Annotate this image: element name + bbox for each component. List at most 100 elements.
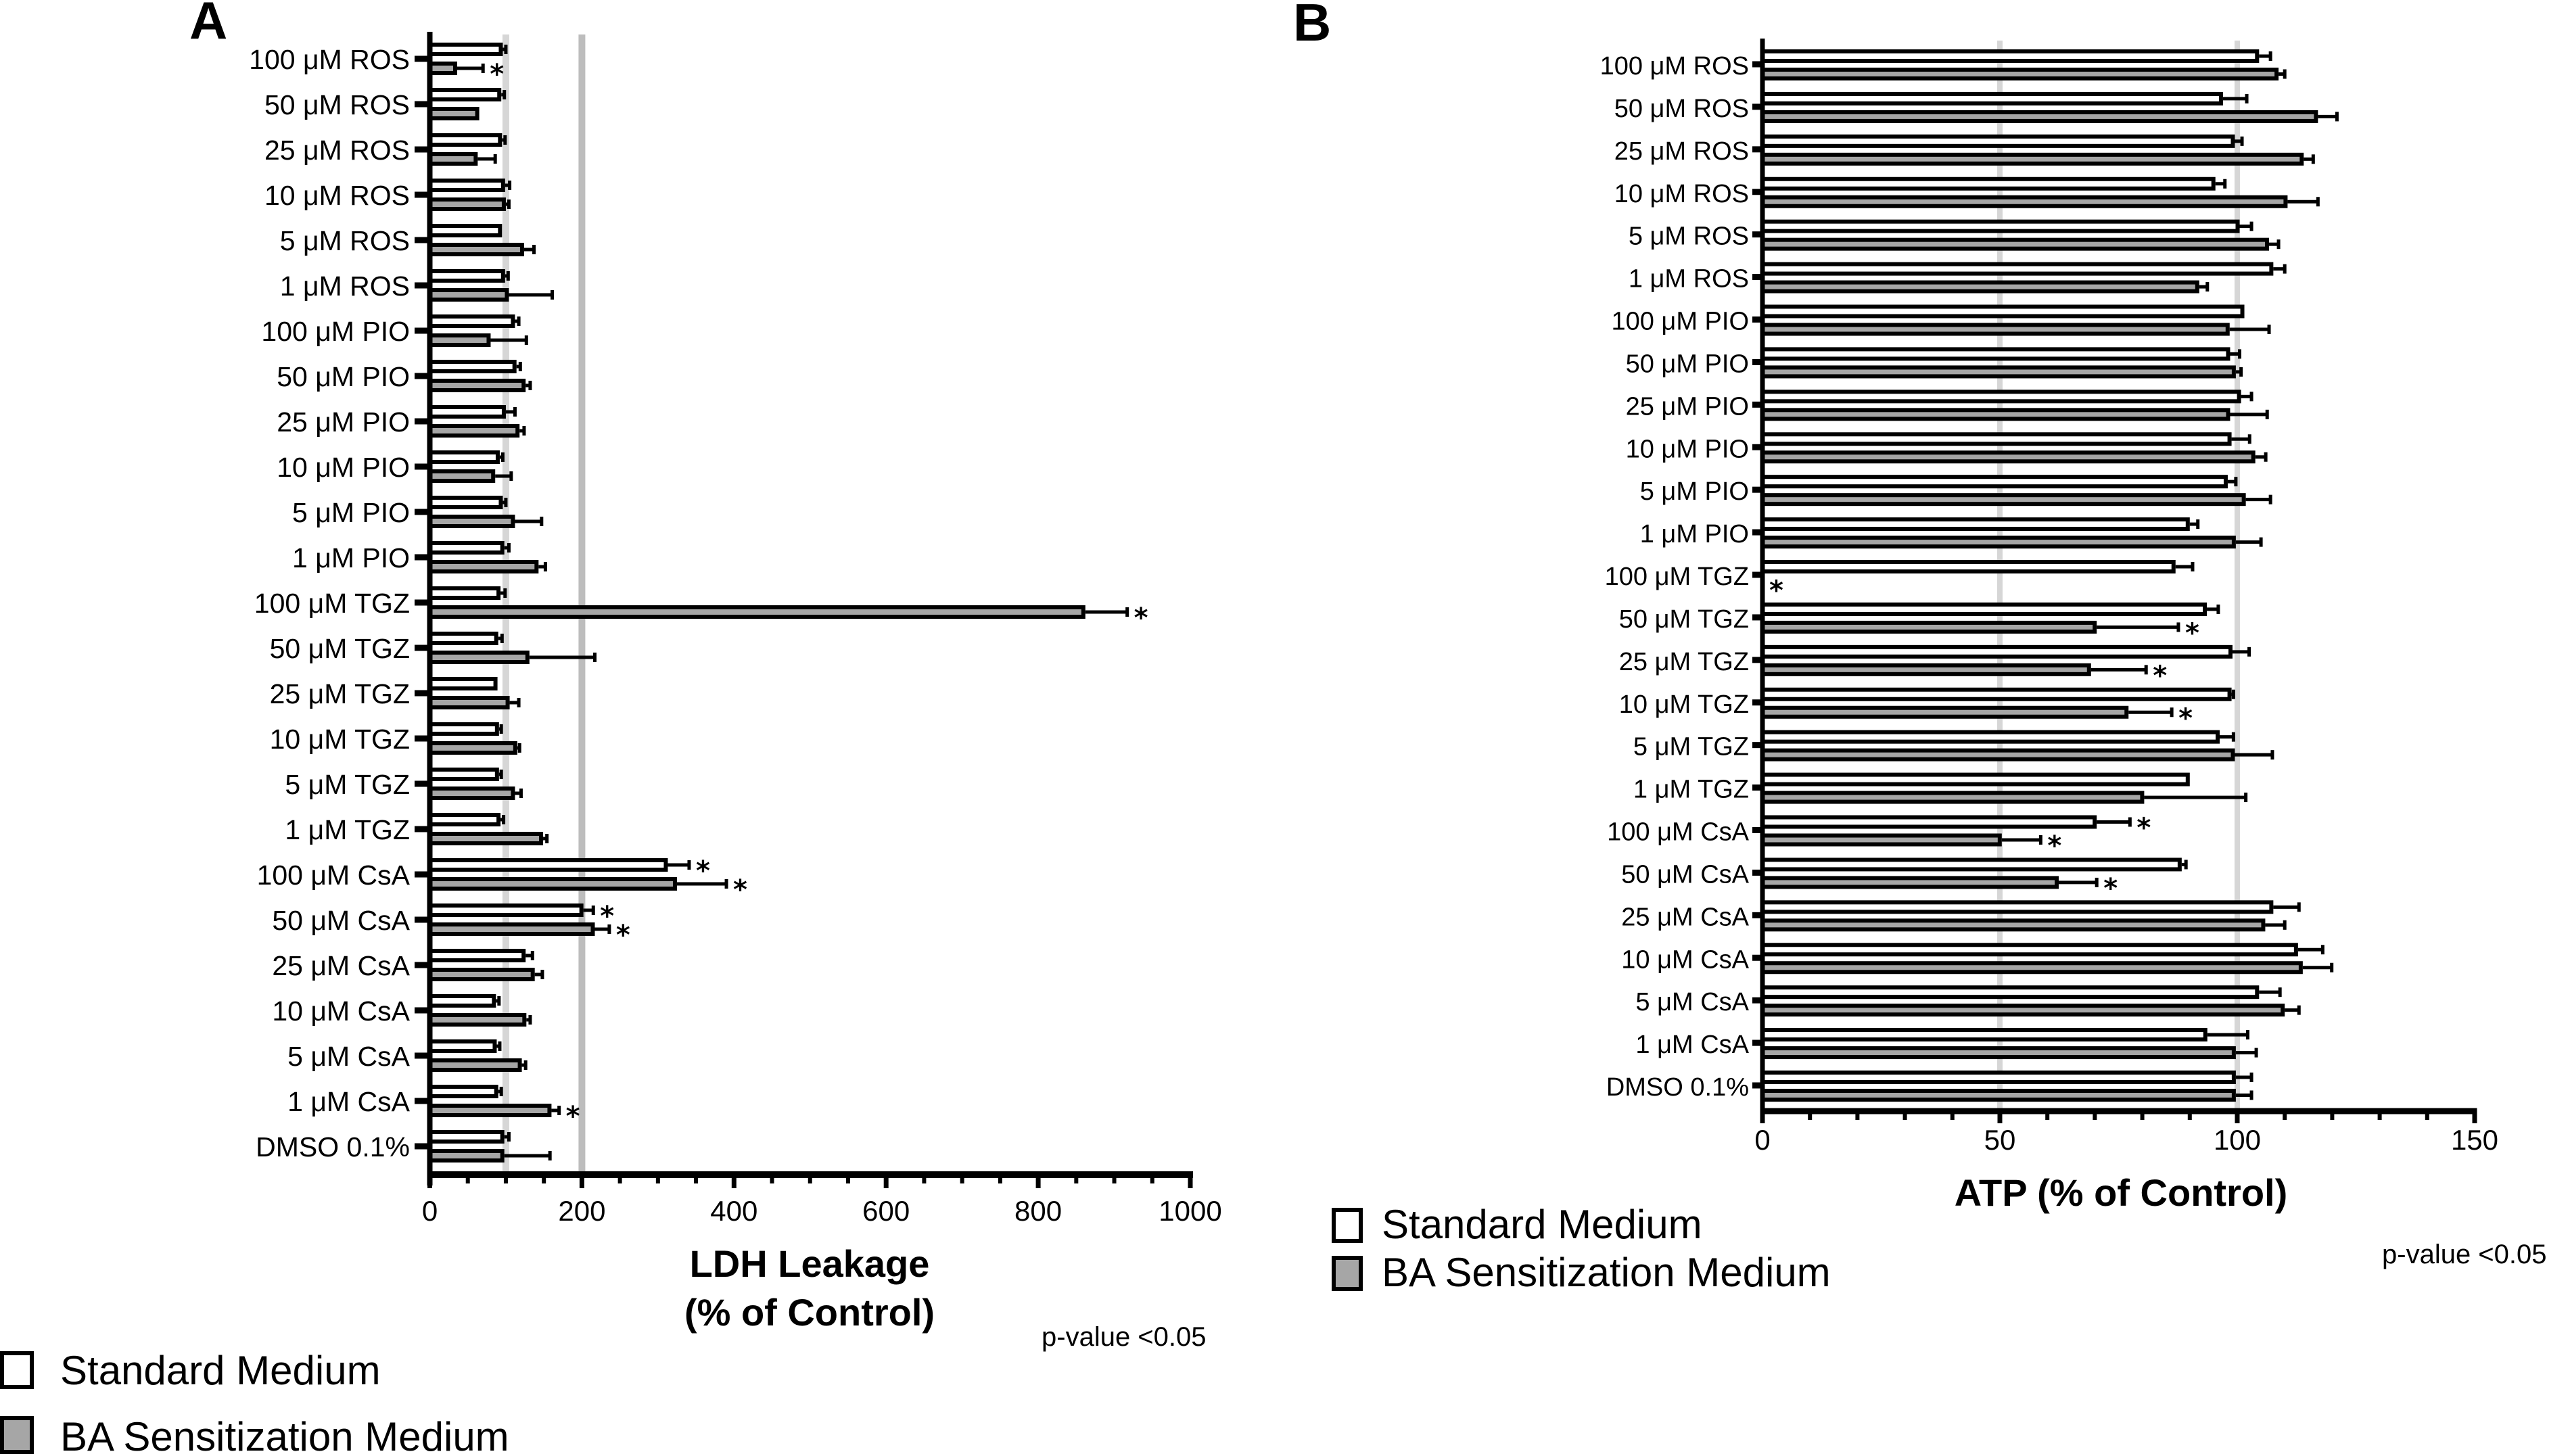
bar-standard <box>1760 517 2190 532</box>
bar-standard <box>427 586 501 600</box>
bar-standard <box>427 1130 505 1144</box>
bar-group <box>427 314 528 347</box>
category-label: 100 μM CsA <box>257 860 411 891</box>
bar-group <box>1760 390 2269 421</box>
category-label: 1 μM ROS <box>280 271 410 302</box>
bar-ba <box>427 877 677 891</box>
category-label: 100 μM ROS <box>1600 52 1749 80</box>
bar-ba <box>1760 791 2145 804</box>
bar-ba <box>427 1013 527 1027</box>
bar-group <box>1760 219 2281 251</box>
bar-ba <box>427 424 520 438</box>
bar-group <box>1760 304 2271 336</box>
significance-asterisk: * <box>2185 617 2199 649</box>
bar-ba <box>1760 1089 2236 1102</box>
reference-line-200 <box>578 34 586 1175</box>
significance-asterisk: * <box>616 920 630 951</box>
bar-group <box>1760 91 2339 123</box>
reference-line-100 <box>502 34 509 1175</box>
bar-standard <box>1760 858 2182 872</box>
legend-a-standard-label: Standard Medium <box>60 1348 381 1393</box>
bar-ba <box>1760 705 2129 719</box>
significance-asterisk: * <box>2103 873 2118 904</box>
significance-asterisk: * <box>1769 576 1783 607</box>
bar-group <box>1760 772 2248 804</box>
bar-ba <box>427 1149 505 1163</box>
bar-ba <box>427 1104 552 1117</box>
bar-standard <box>427 450 500 464</box>
category-label: 25 μM ROS <box>1614 137 1749 166</box>
category-label: 1 μM CsA <box>1635 1031 1749 1059</box>
category-labels-a: 100 μM ROS 50 μM ROS 25 μM ROS 10 μM ROS 5 μ… <box>249 44 410 1163</box>
bar-ba <box>1760 68 2279 80</box>
bar-ba <box>1760 961 2303 974</box>
bar-ba <box>427 741 517 755</box>
bar-ba <box>427 333 491 347</box>
bar-ba <box>427 62 457 75</box>
bar-standard <box>1760 134 2235 148</box>
x-axis-title-a-line1: LDH Leakage <box>690 1242 930 1285</box>
category-label: 50 μM PIO <box>277 361 410 392</box>
category-label: 5 μM ROS <box>1629 222 1749 251</box>
category-label: 100 μM TGZ <box>254 588 410 619</box>
bar-group: * <box>1760 644 2251 691</box>
category-label: 1 μM CsA <box>287 1086 410 1117</box>
bar-standard <box>427 269 505 283</box>
category-label: 50 μM CsA <box>272 905 410 936</box>
bar-standard <box>1760 347 2230 361</box>
bar-group <box>427 88 507 120</box>
x-tick-label: 800 <box>1014 1195 1062 1227</box>
category-label: 1 μM TGZ <box>285 814 410 845</box>
bar-group: * <box>427 43 508 90</box>
category-label: 25 μM TGZ <box>1619 648 1749 676</box>
category-label: 100 μM PIO <box>1611 308 1749 336</box>
legend-b-ba-swatch <box>1332 1256 1363 1291</box>
significance-asterisk: * <box>2047 830 2061 862</box>
bar-ba <box>427 197 506 211</box>
x-tick-label: 0 <box>1754 1124 1770 1156</box>
bar-ba <box>1760 536 2236 549</box>
significance-asterisk: * <box>490 59 504 90</box>
bar-ba <box>427 243 524 256</box>
bar-group <box>427 360 532 392</box>
category-label: 5 μM TGZ <box>1633 733 1749 761</box>
bar-group <box>1760 943 2334 974</box>
bar-standard <box>427 813 501 826</box>
category-label: 25 μM CsA <box>1621 903 1749 931</box>
category-label: 25 μM TGZ <box>270 678 410 709</box>
bar-ba <box>1760 748 2235 761</box>
category-label: 10 μM PIO <box>277 452 410 483</box>
bar-group <box>427 541 547 573</box>
bar-group <box>427 994 532 1027</box>
p-value-note-a: p-value <0.05 <box>1042 1322 1207 1352</box>
reference-lines-b <box>1997 41 2240 1111</box>
bar-standard <box>1760 1028 2207 1042</box>
x-tick-label: 150 <box>2451 1124 2498 1156</box>
category-label: 1 μM PIO <box>1640 520 1749 548</box>
bar-group <box>1760 1028 2258 1060</box>
bar-group <box>1760 900 2301 932</box>
bar-standard <box>427 994 496 1008</box>
bar-standard <box>427 632 498 645</box>
legend-a-ba-label: BA Sensitization Medium <box>60 1414 509 1456</box>
significance-asterisk: * <box>566 1101 580 1132</box>
bar-ba <box>427 379 526 392</box>
bars-a: ******* <box>427 43 1148 1163</box>
bar-ba <box>427 832 544 845</box>
legend-b-ba-label: BA Sensitization Medium <box>1382 1250 1831 1295</box>
bar-standard <box>427 179 505 192</box>
bar-ba <box>427 288 509 302</box>
x-tick-labels-a: 0 200 400 600 800 1000 <box>422 1195 1222 1227</box>
significance-asterisk: * <box>2178 703 2193 734</box>
category-label: 10 μM PIO <box>1626 435 1749 463</box>
axes-b <box>1752 39 2477 1123</box>
bar-ba <box>427 152 478 166</box>
legend-a-standard-swatch <box>0 1351 34 1389</box>
category-label: 5 μM TGZ <box>285 769 410 800</box>
bar-standard <box>1760 91 2223 105</box>
category-label: 25 μM PIO <box>1626 392 1749 421</box>
x-tick-label: 600 <box>862 1195 910 1227</box>
